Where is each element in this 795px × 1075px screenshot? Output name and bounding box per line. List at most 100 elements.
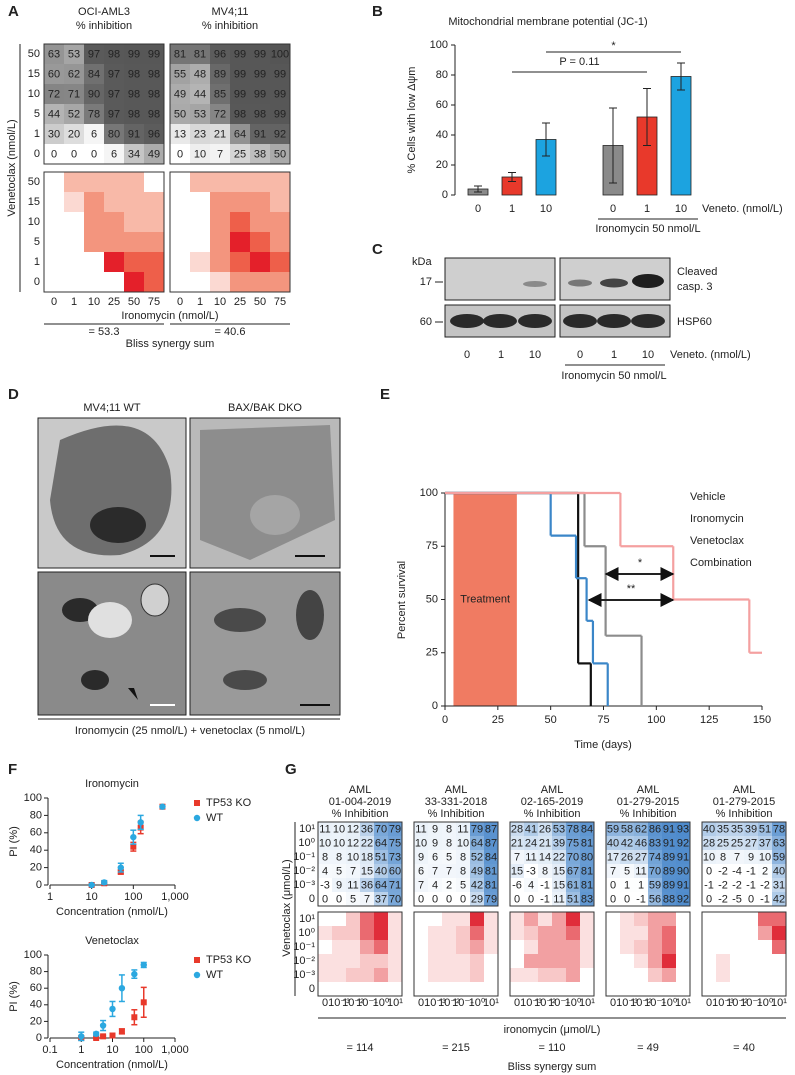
x-tick-label: 100 xyxy=(135,1044,153,1056)
arrowhead xyxy=(128,688,138,700)
synergy-cell xyxy=(124,212,144,232)
inhibition-cell xyxy=(716,836,730,850)
synergy-cell xyxy=(758,912,772,926)
inhibition-cell xyxy=(360,850,374,864)
cell-value: 0 xyxy=(177,148,183,160)
cell-value: 62 xyxy=(635,823,647,835)
synergy-cell xyxy=(190,172,210,192)
inhibition-cell xyxy=(634,892,648,906)
inhibition-cell xyxy=(620,836,634,850)
heatmap-title: AML xyxy=(541,784,564,796)
inhibition-cell xyxy=(470,850,484,864)
synergy-cell xyxy=(332,912,346,926)
inhibition-cell xyxy=(470,864,484,878)
cell-value: 98 xyxy=(148,68,160,80)
y-tick-label: 60 xyxy=(436,99,448,111)
cell-value: 99 xyxy=(274,68,286,80)
inhibition-cell xyxy=(250,104,270,124)
inhibition-cell xyxy=(170,144,190,164)
y-tick-label: 10 xyxy=(28,216,40,228)
inhibition-cell xyxy=(634,822,648,836)
cell-value: 0 xyxy=(446,893,452,905)
heatmap-frame xyxy=(605,911,691,997)
inhibition-cell xyxy=(374,878,388,892)
y-tick-label: 60 xyxy=(30,982,42,994)
cell-value: 92 xyxy=(677,893,689,905)
inhibition-cell xyxy=(428,836,442,850)
treatment-region xyxy=(453,493,517,706)
cell-value: 0 xyxy=(610,879,616,891)
synergy-cell xyxy=(456,912,470,926)
inhibition-cell xyxy=(566,836,580,850)
heatmap-title: % Inhibition xyxy=(620,808,677,820)
synergy-cell xyxy=(772,926,786,940)
inhibition-cell xyxy=(374,892,388,906)
cell-value: 78 xyxy=(773,823,785,835)
point xyxy=(93,1035,100,1041)
heatmap-title: % Inhibition xyxy=(428,808,485,820)
cell-value: 40 xyxy=(607,837,619,849)
inhibition-cell xyxy=(414,836,428,850)
point xyxy=(140,999,147,1006)
inhibition-cell xyxy=(190,104,210,124)
synergy-cell xyxy=(524,954,538,968)
cell-value: 0 xyxy=(336,893,342,905)
inhibition-cell xyxy=(662,822,676,836)
cell-value: 6 xyxy=(111,148,117,160)
synergy-cell xyxy=(730,982,744,996)
inhibition-cell xyxy=(772,878,786,892)
y-tick-label: 100 xyxy=(430,39,448,51)
synergy-cell xyxy=(44,172,64,192)
nucleus xyxy=(90,507,146,543)
point xyxy=(109,1032,116,1039)
inhibition-cell xyxy=(662,878,676,892)
x-tick-label: 10⁰ xyxy=(565,997,582,1009)
cell-value: 11 xyxy=(319,823,330,835)
cell-value: 84 xyxy=(581,823,593,835)
cell-value: 5 xyxy=(460,879,466,891)
inhibition-cell xyxy=(552,850,566,864)
synergy-cell xyxy=(332,968,346,982)
synergy-cell xyxy=(634,954,648,968)
heatmap-frame xyxy=(413,821,499,907)
synergy-cell xyxy=(360,912,374,926)
synergy-cell xyxy=(414,926,428,940)
synergy-cell xyxy=(144,212,164,232)
cell-value: 85 xyxy=(214,88,226,100)
inhibition-cell xyxy=(414,878,428,892)
y-tick-label: 50 xyxy=(28,176,40,188)
synergy-cell xyxy=(84,212,104,232)
synergy-cell xyxy=(524,982,538,996)
synergy-cell xyxy=(210,232,230,252)
cell-value: 78 xyxy=(88,108,100,120)
inhibition-cell xyxy=(552,878,566,892)
inhibition-cell xyxy=(332,850,346,864)
synergy-cell xyxy=(510,982,524,996)
synergy-cell xyxy=(606,926,620,940)
annotation: * xyxy=(638,557,643,569)
inhibition-cell xyxy=(702,850,716,864)
synergy-cell xyxy=(744,982,758,996)
synergy-cell xyxy=(606,968,620,982)
inhibition-cell xyxy=(388,836,402,850)
inhibition-cell xyxy=(744,850,758,864)
synergy-cell xyxy=(470,968,484,982)
inhibition-cell xyxy=(332,822,346,836)
cell-value: 84 xyxy=(88,68,100,80)
y-tick-label: 10 xyxy=(28,88,40,100)
legend-entry: TP53 KO xyxy=(206,954,252,966)
inhibition-cell xyxy=(676,850,690,864)
synergy-cell xyxy=(442,968,456,982)
inhibition-cell xyxy=(716,878,730,892)
cell-value: 63 xyxy=(773,837,785,849)
cell-value: 2 xyxy=(446,879,452,891)
inhibition-cell xyxy=(758,878,772,892)
cell-value: 0 xyxy=(748,893,754,905)
inhibition-cell xyxy=(744,864,758,878)
cell-value: -2 xyxy=(760,879,770,891)
cell-value: 26 xyxy=(539,823,551,835)
synergy-cell xyxy=(648,912,662,926)
y-tick-label: 10⁻³ xyxy=(293,969,315,981)
cell-value: 0 xyxy=(460,893,466,905)
